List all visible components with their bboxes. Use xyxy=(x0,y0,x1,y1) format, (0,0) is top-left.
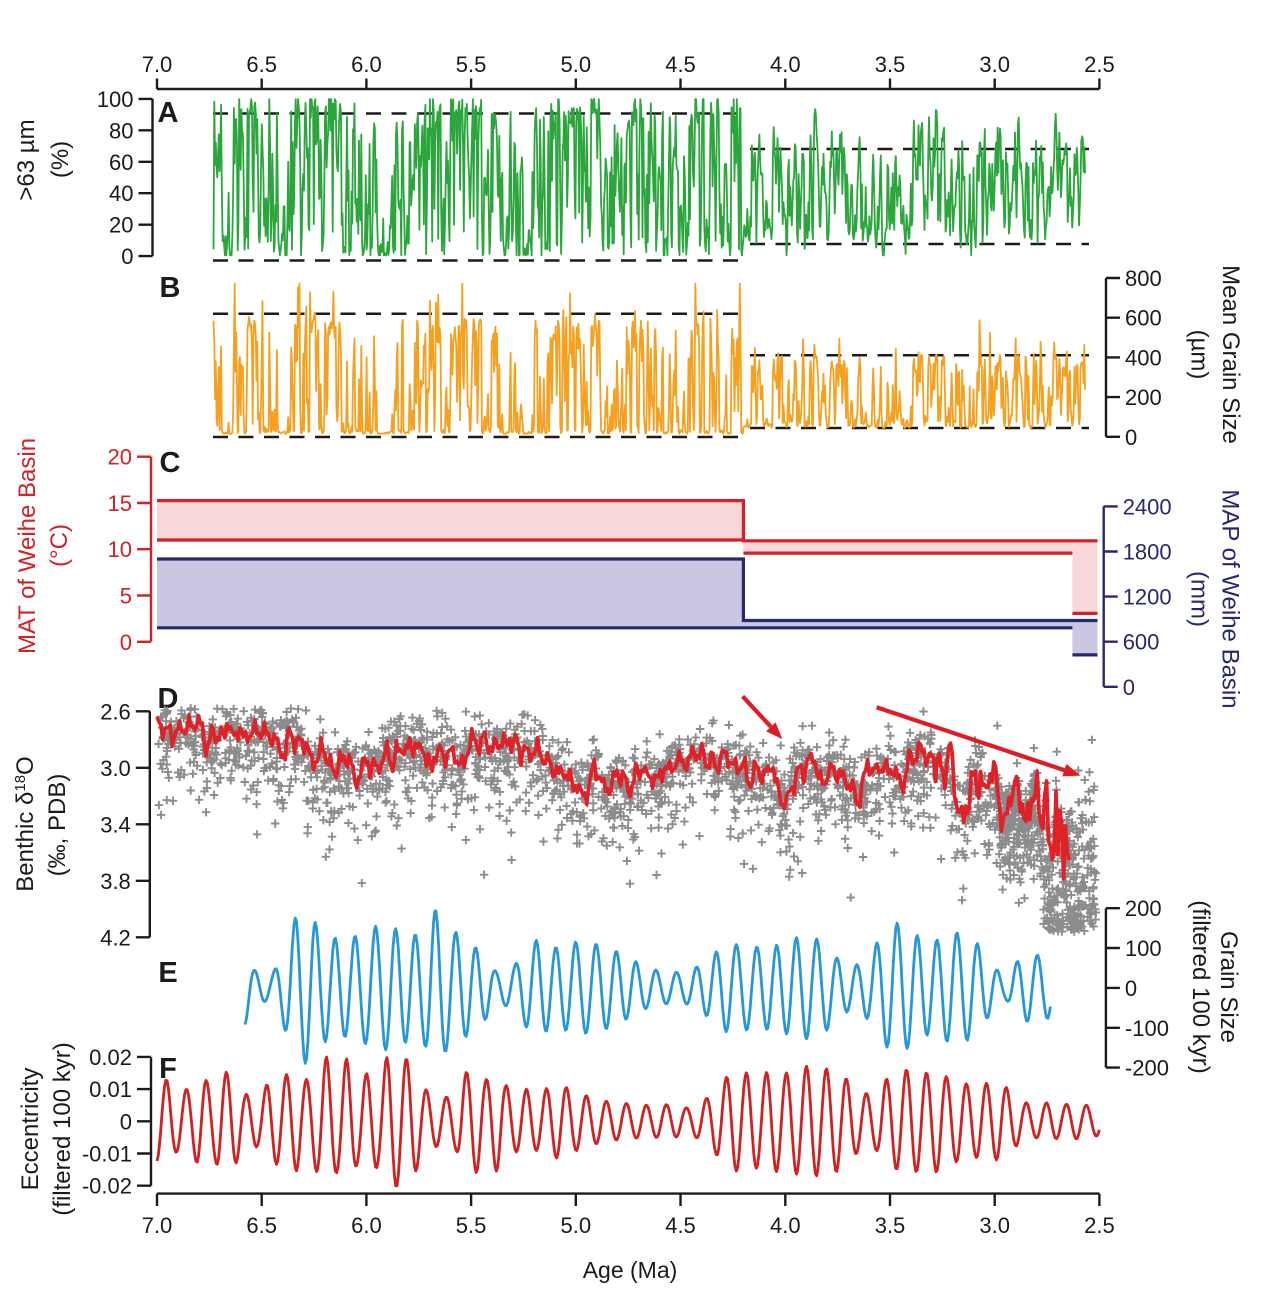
svg-text:MAT of Weihe Basin: MAT of Weihe Basin xyxy=(14,438,41,654)
svg-text:0.02: 0.02 xyxy=(89,1045,132,1070)
svg-text:(mm): (mm) xyxy=(1186,571,1213,627)
svg-text:(µm): (µm) xyxy=(1186,330,1213,380)
svg-text:-100: -100 xyxy=(1125,1016,1169,1041)
svg-text:(°C): (°C) xyxy=(46,524,73,567)
svg-text:15: 15 xyxy=(108,491,132,516)
svg-text:5.0: 5.0 xyxy=(561,52,592,77)
svg-text:MAP of Weihe Basin: MAP of Weihe Basin xyxy=(1217,489,1244,708)
svg-text:5.5: 5.5 xyxy=(456,1213,487,1238)
svg-text:5.0: 5.0 xyxy=(561,1213,592,1238)
svg-text:400: 400 xyxy=(1125,345,1162,370)
svg-text:3.0: 3.0 xyxy=(100,756,131,781)
svg-text:40: 40 xyxy=(109,181,133,206)
svg-text:6.5: 6.5 xyxy=(246,52,277,77)
svg-text:(‰, PDB): (‰, PDB) xyxy=(44,774,71,877)
svg-text:A: A xyxy=(158,97,179,129)
svg-text:F: F xyxy=(159,1053,177,1085)
svg-text:1800: 1800 xyxy=(1123,539,1172,564)
svg-text:3.4: 3.4 xyxy=(100,812,131,837)
svg-text:1200: 1200 xyxy=(1123,585,1172,610)
svg-text:B: B xyxy=(160,272,181,304)
svg-text:100: 100 xyxy=(1125,936,1162,961)
svg-text:60: 60 xyxy=(109,150,133,175)
svg-text:80: 80 xyxy=(109,118,133,143)
svg-text:0: 0 xyxy=(1125,976,1137,1001)
svg-text:0: 0 xyxy=(120,630,132,655)
svg-text:2400: 2400 xyxy=(1123,494,1172,519)
svg-text:Grain Size: Grain Size xyxy=(1215,931,1242,1043)
svg-text:3.5: 3.5 xyxy=(875,1213,906,1238)
svg-text:C: C xyxy=(160,447,181,479)
svg-text:5.5: 5.5 xyxy=(456,52,487,77)
svg-text:E: E xyxy=(158,957,177,989)
svg-text:D: D xyxy=(158,683,179,715)
svg-text:4.5: 4.5 xyxy=(665,1213,696,1238)
svg-text:3.0: 3.0 xyxy=(979,1213,1010,1238)
svg-text:20: 20 xyxy=(108,445,132,470)
svg-text:7.0: 7.0 xyxy=(142,1213,173,1238)
svg-text:Age (Ma): Age (Ma) xyxy=(583,1257,678,1283)
svg-text:2.6: 2.6 xyxy=(100,699,131,724)
svg-text:10: 10 xyxy=(108,537,132,562)
svg-text:4.2: 4.2 xyxy=(100,925,131,950)
svg-text:Eccentricity: Eccentricity xyxy=(17,1068,44,1191)
svg-text:(filtered 100 kyr): (filtered 100 kyr) xyxy=(49,1042,76,1215)
svg-text:0.01: 0.01 xyxy=(89,1077,132,1102)
svg-text:800: 800 xyxy=(1125,266,1162,291)
svg-text:-0.01: -0.01 xyxy=(82,1142,132,1167)
svg-text:0: 0 xyxy=(1125,425,1137,450)
svg-text:4.0: 4.0 xyxy=(770,52,801,77)
svg-text:0: 0 xyxy=(1123,675,1135,700)
svg-text:>63 µm: >63 µm xyxy=(13,119,40,200)
svg-text:0: 0 xyxy=(121,244,133,269)
svg-text:200: 200 xyxy=(1125,385,1162,410)
svg-text:6.0: 6.0 xyxy=(351,1213,382,1238)
svg-text:20: 20 xyxy=(109,213,133,238)
svg-text:2.5: 2.5 xyxy=(1084,1213,1115,1238)
svg-text:4.5: 4.5 xyxy=(665,52,696,77)
svg-text:2.5: 2.5 xyxy=(1084,52,1115,77)
svg-text:(filtered 100 kyr): (filtered 100 kyr) xyxy=(1187,900,1214,1073)
svg-text:600: 600 xyxy=(1123,630,1160,655)
svg-text:600: 600 xyxy=(1125,306,1162,331)
svg-text:4.0: 4.0 xyxy=(770,1213,801,1238)
svg-text:-200: -200 xyxy=(1125,1056,1169,1081)
svg-text:0: 0 xyxy=(120,1109,132,1134)
svg-text:Mean Grain Size: Mean Grain Size xyxy=(1217,265,1244,444)
svg-text:7.0: 7.0 xyxy=(142,52,173,77)
svg-text:3.5: 3.5 xyxy=(875,52,906,77)
svg-text:3.0: 3.0 xyxy=(979,52,1010,77)
svg-text:200: 200 xyxy=(1125,896,1162,921)
svg-text:3.8: 3.8 xyxy=(100,869,131,894)
svg-text:6.0: 6.0 xyxy=(351,52,382,77)
svg-text:6.5: 6.5 xyxy=(246,1213,277,1238)
svg-text:-0.02: -0.02 xyxy=(82,1174,132,1199)
svg-text:5: 5 xyxy=(120,584,132,609)
svg-text:(%): (%) xyxy=(47,141,74,178)
svg-text:100: 100 xyxy=(97,87,134,112)
